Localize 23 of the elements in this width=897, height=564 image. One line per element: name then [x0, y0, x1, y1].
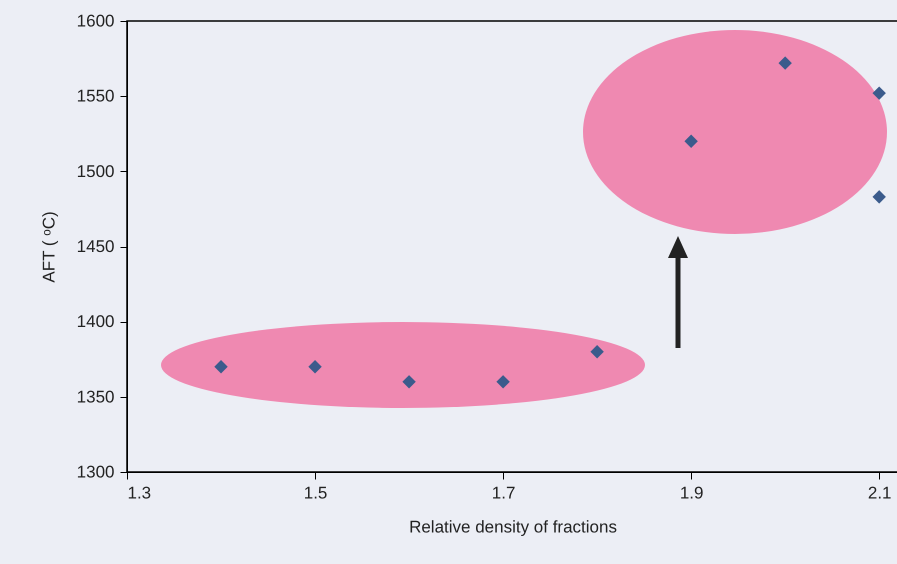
point — [402, 375, 416, 389]
y-axis-title: AFT ( ᵒC) — [40, 211, 59, 283]
y-tick-label: 1350 — [76, 387, 114, 406]
point — [872, 86, 886, 100]
x-tick-label: 2.1 — [868, 484, 892, 502]
point — [684, 134, 698, 148]
point — [872, 190, 886, 204]
point — [214, 360, 228, 374]
x-tick-label: 1.3 — [128, 484, 152, 502]
y-tick-label: 1450 — [76, 237, 114, 256]
y-tick-label: 1400 — [76, 312, 114, 332]
point — [590, 345, 604, 358]
x-tick-label: 1.5 — [304, 484, 328, 502]
y-tick-label: 1600 — [76, 12, 114, 30]
x-axis-title: Relative density of fractions — [409, 518, 617, 536]
y-tick-label: 1500 — [76, 162, 114, 181]
y-tick-label: 1550 — [76, 86, 114, 106]
y-tick-label: 1300 — [76, 462, 114, 482]
point — [778, 56, 792, 70]
point — [308, 360, 322, 374]
x-tick-label: 1.9 — [680, 484, 704, 502]
x-tick-label: 1.7 — [492, 484, 516, 502]
point — [496, 375, 510, 389]
